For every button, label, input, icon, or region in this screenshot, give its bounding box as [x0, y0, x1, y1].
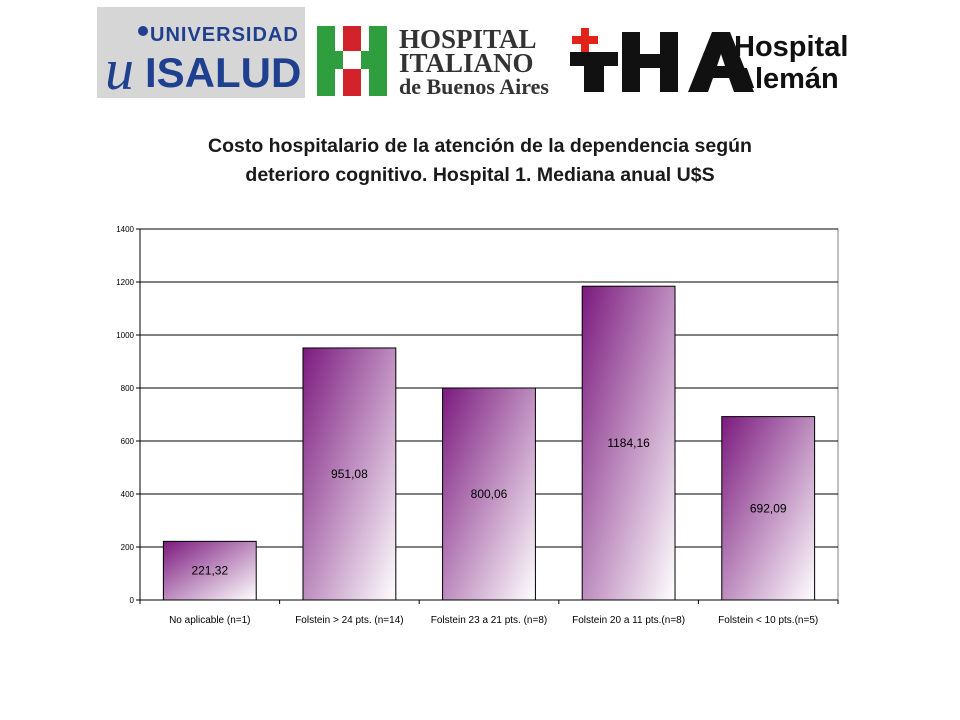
data-label: 221,32 [191, 564, 228, 578]
bar [162, 540, 257, 601]
y-tick-label: 200 [121, 543, 135, 552]
aleman-logo-graphic: Hospital Alemán [570, 28, 848, 95]
aleman-line1: Hospital [734, 31, 848, 63]
universidad-isalud-logo: UNIVERSIDAD u ISALUD [97, 7, 305, 102]
bar [442, 387, 536, 601]
bar [721, 416, 816, 601]
data-label: 951,08 [331, 467, 368, 481]
isalud-line2: ISALUD [145, 49, 301, 96]
y-tick-label: 800 [121, 384, 135, 393]
chart-title-line1: Costo hospitalario de la atención de la … [208, 135, 752, 157]
x-tick-label: Folstein 23 a 21 pts. (n=8) [431, 615, 547, 626]
y-tick-label: 1200 [116, 278, 134, 287]
bars [162, 285, 816, 601]
chart-title-line2: deterioro cognitivo. Hospital 1. Mediana… [245, 164, 715, 186]
isalud-line1: UNIVERSIDAD [150, 24, 299, 46]
isalud-mark: u [105, 37, 134, 98]
italiano-line1: HOSPITAL [399, 24, 537, 54]
data-label: 1184,16 [607, 436, 650, 450]
hospital-italiano-logo: HOSPITAL ITALIANO de Buenos Aires [313, 22, 553, 99]
bar [302, 347, 397, 601]
italiano-line2: ITALIANO [399, 48, 534, 78]
bar [581, 285, 676, 601]
x-tick-label: Folstein 20 a 11 pts.(n=8) [572, 615, 685, 626]
y-tick-label: 1400 [116, 225, 134, 234]
aleman-line2: Alemán [734, 63, 839, 94]
y-tick-label: 1000 [116, 331, 134, 340]
labels: 221,32 No aplicable (n=1) 951,08 Folstein >… [169, 436, 818, 626]
chart-title: Costo hospitalario de la atención de la … [80, 132, 880, 190]
italiano-logo-graphic: HOSPITAL ITALIANO de Buenos Aires [313, 24, 549, 99]
hospital-aleman-logo: Hospital Alemán [568, 26, 868, 95]
y-tick-label: 0 [130, 596, 135, 605]
x-tick-label: No aplicable (n=1) [169, 615, 250, 626]
x-tick-label: Folstein < 10 pts.(n=5) [718, 615, 818, 626]
isalud-logo-graphic: UNIVERSIDAD u ISALUD [105, 24, 301, 102]
data-label: 692,09 [750, 501, 787, 515]
italiano-line3: de Buenos Aires [399, 74, 549, 98]
x-tick-label: Folstein > 24 pts. (n=14) [295, 615, 403, 626]
y-tick-label: 600 [121, 437, 135, 446]
data-label: 800,06 [471, 487, 508, 501]
y-tick-label: 400 [121, 490, 135, 499]
